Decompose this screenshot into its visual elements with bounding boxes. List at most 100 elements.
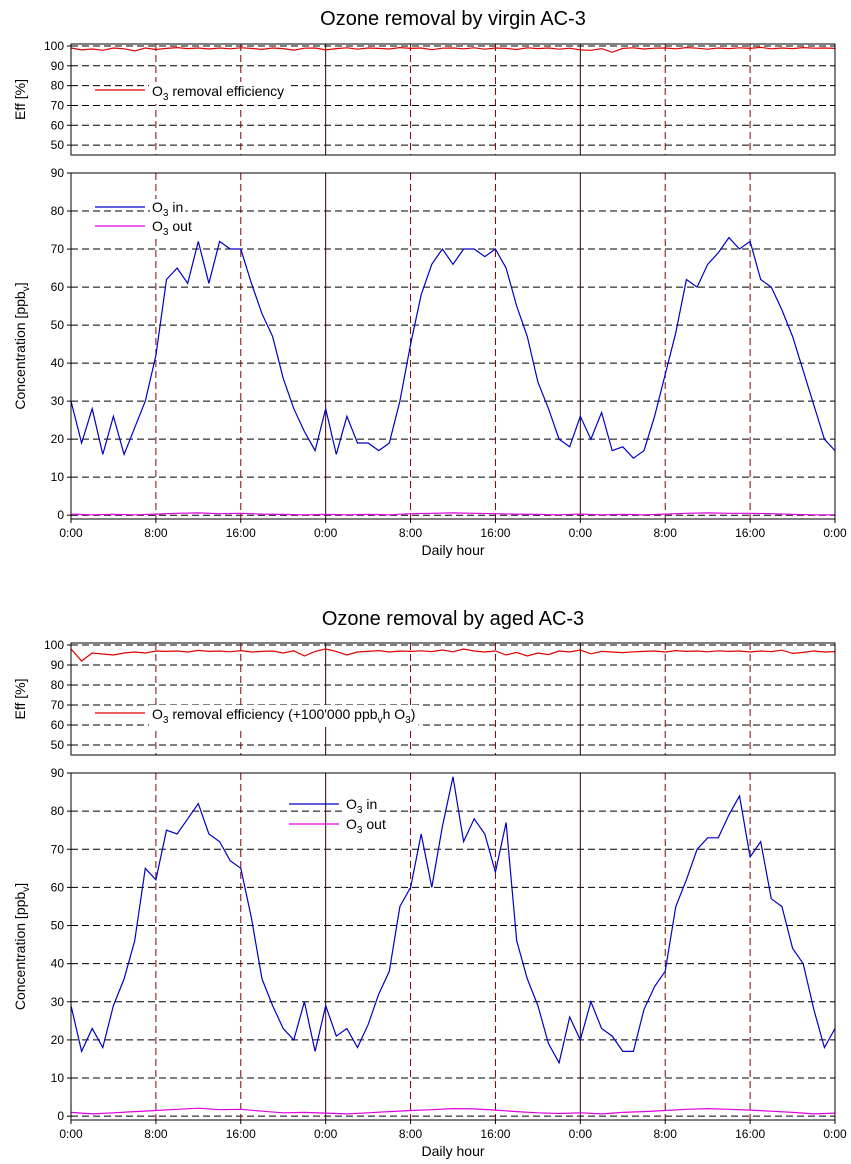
x-tick-label: 0:00 — [59, 526, 83, 540]
text-part: O — [152, 706, 163, 722]
x-axis-label: Daily hour — [421, 1143, 484, 1159]
y-tick-label: 90 — [51, 658, 65, 672]
y-tick-label: 80 — [51, 204, 65, 218]
y-tick-label: 0 — [57, 1109, 64, 1123]
x-axis-label: Daily hour — [421, 542, 484, 558]
y-tick-label: 10 — [51, 470, 65, 484]
chart-virgin: Ozone removal by virgin AC-3 50 60 70 80 90 10… — [12, 8, 847, 558]
y-tick-label: 90 — [51, 166, 65, 180]
y-tick-label: 80 — [51, 678, 65, 692]
chart-title: Ozone removal by aged AC-3 — [322, 608, 584, 630]
y-tick-label: 70 — [51, 842, 65, 856]
x-tick-label: 0:00 — [823, 526, 847, 540]
legend-background — [149, 705, 419, 727]
text-part: removal efficiency (+100'000 ppb — [169, 706, 378, 722]
series-line-o3-removal-efficiency-100-000-ppbvh-o3- — [70, 648, 836, 662]
x-tick-label: 0:00 — [314, 526, 338, 540]
legend-background — [149, 82, 288, 104]
legend-background — [150, 218, 194, 238]
y-tick-label: 70 — [51, 698, 65, 712]
series-line-o3-out — [70, 512, 835, 516]
chart-title: Ozone removal by virgin AC-3 — [320, 8, 586, 30]
text-part: out — [363, 816, 386, 832]
text-part: removal efficiency — [169, 83, 285, 99]
legend-label-o3-out: O3 out — [152, 218, 192, 238]
legend-background — [150, 199, 186, 219]
subscript-part: 3 — [405, 715, 411, 726]
x-tick-label: 8:00 — [399, 526, 423, 540]
legend-background — [344, 796, 380, 816]
plot-frame — [70, 43, 836, 156]
x-tick-label: 0:00 — [314, 1127, 338, 1141]
y-tick-label: 50 — [51, 138, 65, 152]
y-tick-label: 60 — [51, 718, 65, 732]
y-tick-label: 70 — [51, 242, 65, 256]
series-line-o3-removal-efficiency — [70, 46, 836, 53]
x-tick-label: 0:00 — [823, 1127, 847, 1141]
y-tick-label: 100 — [44, 39, 64, 53]
y-tick-label: 50 — [51, 318, 65, 332]
subscript-part: 3 — [163, 227, 169, 238]
text-part: Concentration [ppb — [12, 291, 28, 410]
y-tick-label: 100 — [44, 638, 64, 652]
text-part: in — [169, 199, 184, 215]
x-tick-label: 8:00 — [654, 526, 678, 540]
legend-label-efficiency: O3 removal efficiency — [152, 83, 284, 103]
y-tick-label: 60 — [51, 880, 65, 894]
concentration-panel: 0 10 20 30 40 50 60 70 80 90 Concentration [ppbv] O… — [12, 166, 836, 522]
legend-label-o3-out: O3 out — [346, 816, 386, 836]
x-tick-label: 0:00 — [569, 526, 593, 540]
y-tick-label: 80 — [51, 79, 65, 93]
text-part: O — [346, 816, 357, 832]
y-tick-label: 10 — [51, 1071, 65, 1085]
subscript-part: v — [21, 286, 32, 291]
subscript-part: 3 — [357, 825, 363, 836]
x-tick-label: 8:00 — [144, 1127, 168, 1141]
text-part: O — [152, 199, 163, 215]
efficiency-axis-label: Eff [%] — [12, 679, 28, 720]
y-tick-label: 60 — [51, 280, 65, 294]
x-tick-label: 0:00 — [59, 1127, 83, 1141]
y-tick-label: 70 — [51, 98, 65, 112]
concentration-panel: 0 10 20 30 40 50 60 70 80 90 Concentration [ppbv] O… — [12, 766, 836, 1123]
plot-frame — [70, 172, 836, 520]
plot-frame — [70, 642, 836, 756]
y-tick-label: 40 — [51, 957, 65, 971]
x-tick-label: 16:00 — [480, 526, 510, 540]
x-tick-label: 16:00 — [226, 1127, 256, 1141]
chart-aged: Ozone removal by aged AC-35060708090100E… — [12, 608, 847, 1159]
text-part: in — [363, 796, 378, 812]
x-tick-label: 8:00 — [654, 1127, 678, 1141]
y-tick-label: 60 — [51, 118, 65, 132]
text-part: O — [152, 83, 163, 99]
plot-frame — [70, 772, 836, 1121]
y-tick-label: 40 — [51, 356, 65, 370]
subscript-part: 3 — [163, 208, 169, 219]
x-tick-label: 16:00 — [226, 526, 256, 540]
text-part: ) — [411, 706, 416, 722]
x-tick-label: 8:00 — [144, 526, 168, 540]
legend-label-efficiency: O3 removal efficiency (+100'000 ppbvh O3… — [152, 706, 415, 726]
concentration-axis-label: Concentration [ppbv] — [12, 282, 32, 409]
text-part: ] — [12, 883, 28, 887]
y-tick-label: 80 — [51, 804, 65, 818]
subscript-part: 3 — [163, 715, 169, 726]
concentration-axis-label: Concentration [ppbv] — [12, 883, 32, 1010]
y-tick-label: 30 — [51, 995, 65, 1009]
x-tick-label: 16:00 — [735, 1127, 765, 1141]
y-tick-label: 50 — [51, 738, 65, 752]
subscript-part: 3 — [357, 805, 363, 816]
y-tick-label: 90 — [51, 766, 65, 780]
y-tick-label: 30 — [51, 394, 65, 408]
text-part: ] — [12, 282, 28, 286]
x-tick-label: 8:00 — [399, 1127, 423, 1141]
x-tick-label: 16:00 — [480, 1127, 510, 1141]
text-part: out — [169, 218, 192, 234]
legend-label-o3-in: O3 in — [346, 796, 377, 816]
text-part: O — [346, 796, 357, 812]
y-tick-label: 20 — [51, 432, 65, 446]
y-tick-label: 90 — [51, 59, 65, 73]
